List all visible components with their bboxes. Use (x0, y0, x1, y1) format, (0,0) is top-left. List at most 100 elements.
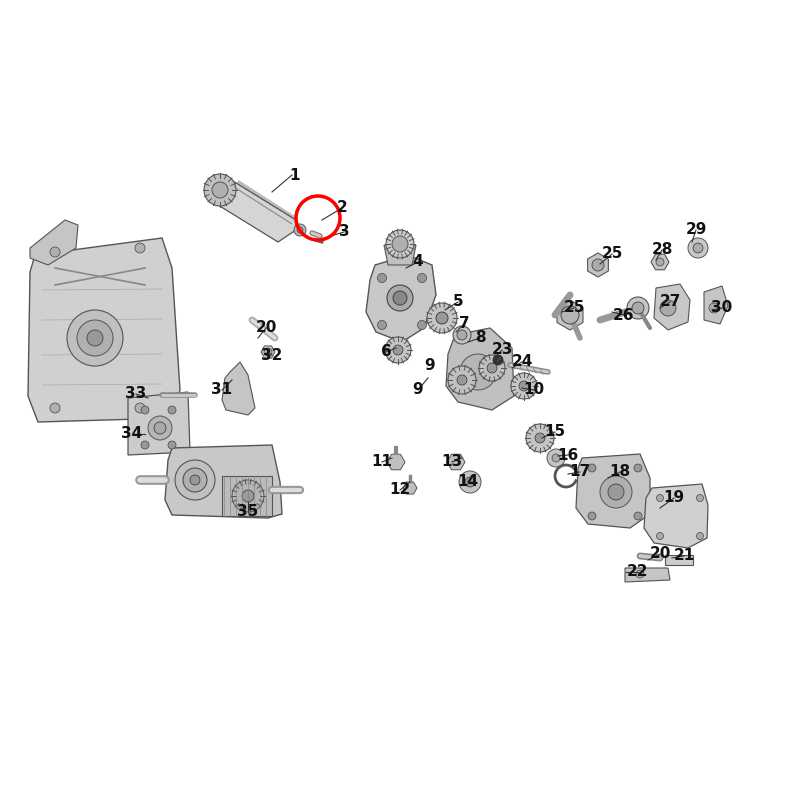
Text: 15: 15 (545, 425, 566, 439)
Circle shape (154, 422, 166, 434)
Circle shape (660, 300, 676, 316)
Circle shape (592, 259, 604, 271)
Polygon shape (128, 392, 190, 455)
Text: 6: 6 (381, 345, 391, 359)
Circle shape (168, 406, 176, 414)
Circle shape (657, 494, 663, 502)
Text: 27: 27 (659, 294, 681, 310)
Circle shape (148, 416, 172, 440)
Circle shape (393, 345, 403, 355)
Text: 11: 11 (371, 454, 393, 470)
Circle shape (418, 274, 426, 282)
Circle shape (632, 302, 644, 314)
Text: 9: 9 (425, 358, 435, 373)
Circle shape (232, 480, 264, 512)
Text: 10: 10 (523, 382, 545, 398)
Polygon shape (447, 454, 465, 470)
Text: 22: 22 (627, 565, 649, 579)
Text: 30: 30 (711, 301, 733, 315)
Polygon shape (384, 245, 416, 265)
Polygon shape (210, 178, 296, 242)
Text: 20: 20 (650, 546, 670, 562)
Circle shape (297, 227, 303, 233)
Circle shape (418, 321, 426, 330)
Circle shape (87, 330, 103, 346)
Text: 21: 21 (674, 549, 694, 563)
Circle shape (50, 247, 60, 257)
Circle shape (387, 285, 413, 311)
Text: 1: 1 (290, 167, 300, 182)
Polygon shape (387, 454, 405, 470)
Circle shape (212, 182, 228, 198)
Text: 12: 12 (390, 482, 410, 498)
Circle shape (168, 441, 176, 449)
Circle shape (427, 303, 457, 333)
Text: 17: 17 (570, 465, 590, 479)
Circle shape (600, 476, 632, 508)
Text: 31: 31 (211, 382, 233, 398)
Circle shape (135, 403, 145, 413)
Circle shape (547, 449, 565, 467)
Circle shape (175, 460, 215, 500)
Polygon shape (366, 255, 436, 342)
Text: 23: 23 (491, 342, 513, 358)
Circle shape (588, 512, 596, 520)
Text: 9: 9 (413, 382, 423, 398)
Circle shape (465, 477, 475, 487)
Text: 19: 19 (663, 490, 685, 506)
Circle shape (697, 533, 703, 539)
Text: 2: 2 (337, 201, 347, 215)
Text: 16: 16 (558, 447, 578, 462)
Circle shape (135, 243, 145, 253)
Circle shape (493, 355, 503, 365)
Circle shape (457, 330, 467, 340)
Polygon shape (644, 484, 708, 548)
Polygon shape (28, 238, 180, 422)
Polygon shape (588, 253, 608, 277)
Circle shape (535, 433, 545, 443)
Circle shape (385, 337, 411, 363)
Text: 28: 28 (651, 242, 673, 258)
Text: 3: 3 (338, 225, 350, 239)
Polygon shape (446, 328, 514, 410)
Circle shape (378, 274, 386, 282)
Circle shape (183, 468, 207, 492)
Text: 34: 34 (122, 426, 142, 442)
Polygon shape (557, 300, 583, 330)
Circle shape (697, 494, 703, 502)
Text: 25: 25 (602, 246, 622, 262)
Circle shape (526, 424, 554, 452)
Circle shape (459, 471, 481, 493)
Text: 20: 20 (255, 321, 277, 335)
Circle shape (487, 363, 497, 373)
Polygon shape (30, 220, 78, 265)
Circle shape (242, 490, 254, 502)
Circle shape (709, 303, 719, 313)
Circle shape (378, 321, 386, 330)
Text: 14: 14 (458, 474, 478, 490)
Circle shape (634, 512, 642, 520)
Text: 29: 29 (686, 222, 706, 238)
Circle shape (693, 243, 703, 253)
Polygon shape (625, 568, 670, 582)
Polygon shape (165, 445, 282, 518)
Circle shape (190, 475, 200, 485)
Circle shape (636, 570, 644, 578)
Circle shape (67, 310, 123, 366)
Polygon shape (576, 454, 650, 528)
Circle shape (627, 297, 649, 319)
Polygon shape (704, 286, 728, 324)
Circle shape (204, 174, 236, 206)
Circle shape (519, 381, 529, 391)
Circle shape (77, 320, 113, 356)
Circle shape (608, 484, 624, 500)
Text: 8: 8 (474, 330, 486, 346)
Circle shape (561, 306, 579, 324)
Circle shape (460, 354, 496, 390)
Circle shape (264, 348, 272, 356)
Bar (222, 476, 272, 516)
Circle shape (457, 375, 467, 385)
Text: 5: 5 (453, 294, 463, 310)
Text: 18: 18 (610, 465, 630, 479)
Text: 4: 4 (413, 254, 423, 270)
